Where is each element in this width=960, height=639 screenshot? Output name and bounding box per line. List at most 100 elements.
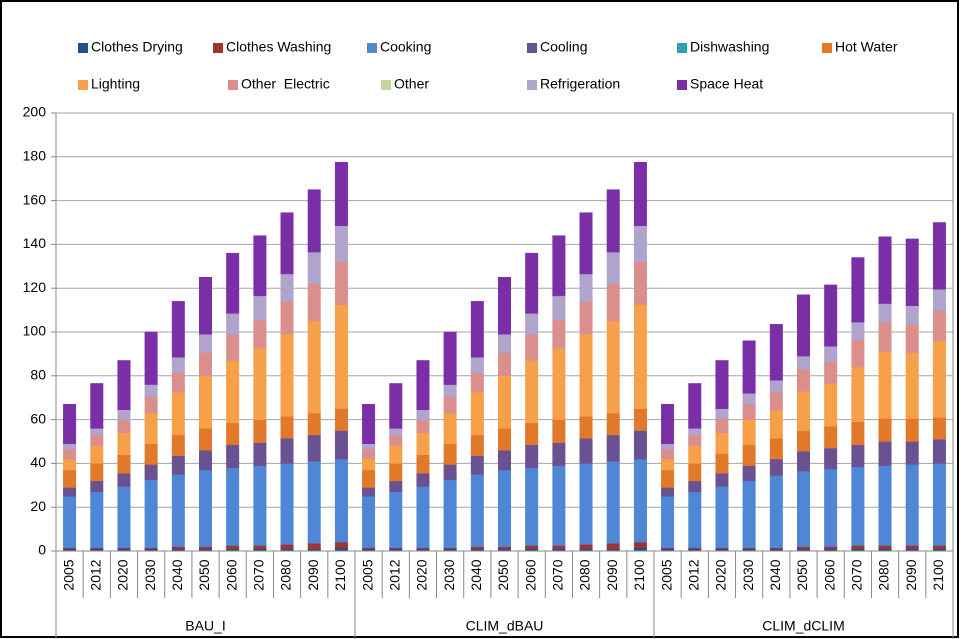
bar-segment [742, 444, 756, 466]
bar-segment [633, 458, 647, 543]
bar-segment [579, 212, 593, 275]
bar-segment [851, 545, 865, 550]
bar-segment [280, 301, 294, 335]
bar-segment [334, 304, 348, 409]
bar-segment [742, 465, 756, 482]
bar-segment [171, 546, 185, 550]
bar-segment [525, 333, 539, 361]
bar-segment [552, 319, 566, 349]
legend-label: Hot Water [835, 39, 898, 55]
bar-segment [824, 425, 838, 449]
x-tick-label: 2050 [495, 559, 511, 590]
bar-segment [253, 295, 267, 321]
bar-segment [144, 331, 158, 385]
bar-segment [226, 444, 240, 469]
bar-segment [199, 333, 212, 354]
bar-segment [253, 235, 267, 297]
bar-segment [932, 545, 946, 550]
bar-segment [416, 419, 430, 433]
legend-swatch [213, 43, 223, 53]
bar-segment [307, 460, 321, 544]
bar-segment [280, 463, 294, 545]
bar-segment [63, 487, 77, 497]
bar-segment [742, 404, 756, 420]
bar-segment [905, 352, 919, 419]
bar-segment [824, 447, 838, 470]
bar-segment [932, 222, 946, 290]
x-tick-label: 2030 [740, 559, 756, 590]
legend-swatch [677, 80, 687, 90]
bar-segment [389, 491, 403, 548]
y-tick-label: 160 [23, 191, 47, 207]
bar-segment [63, 443, 77, 450]
bar-segment [905, 305, 919, 325]
bar-segment [63, 448, 77, 460]
legend-swatch [78, 43, 88, 53]
bar-segment [334, 261, 348, 305]
bar-segment [443, 443, 457, 465]
bar-segment [688, 463, 702, 482]
legend-label: Clothes Washing [226, 39, 331, 55]
bar-segment [905, 324, 919, 354]
x-tick-label: 2005 [658, 559, 674, 590]
x-tick-label: 2040 [767, 559, 783, 590]
x-tick-label: 2090 [305, 559, 321, 590]
bar-segment [606, 460, 620, 544]
bar-segment [769, 458, 783, 476]
bar-segment [661, 448, 675, 460]
bar-segment [389, 434, 403, 447]
bar-segment [498, 546, 511, 550]
bar-segment [688, 445, 702, 464]
bar-segment [905, 441, 919, 465]
bar-segment [606, 412, 620, 436]
y-tick-label: 80 [30, 367, 46, 383]
bar-segment [579, 544, 593, 550]
bar-segment [362, 443, 376, 450]
bar-segment [824, 468, 838, 547]
legend-swatch [78, 80, 88, 90]
bar-segment [688, 383, 702, 429]
x-tick-label: 2012 [386, 559, 402, 590]
bar-segment [226, 467, 240, 546]
x-tick-label: 2020 [414, 559, 430, 590]
bar-segment [715, 432, 729, 454]
bar-segment [280, 333, 294, 417]
bar-segment [878, 236, 892, 304]
bar-segment [715, 408, 729, 419]
bar-segment [661, 469, 675, 488]
bar-segment [606, 251, 620, 285]
bar-segment [470, 372, 484, 393]
bar-segment [90, 383, 104, 429]
bar-segment [117, 419, 131, 433]
bar-segment [226, 333, 240, 361]
x-tick-label: 2100 [332, 559, 348, 590]
bar-segment [470, 301, 484, 358]
bar-segment [851, 421, 865, 446]
bar-segment [470, 546, 484, 550]
bar-segment [226, 422, 240, 446]
bar-segment [280, 437, 294, 464]
bar-segment [579, 437, 593, 464]
x-tick-label: 2070 [550, 559, 566, 590]
legend-swatch [527, 80, 537, 90]
bar-segment [144, 396, 158, 414]
bar-segment [470, 455, 484, 475]
y-tick-label: 200 [23, 104, 47, 120]
bar-segment [416, 473, 430, 487]
bar-segment [389, 428, 403, 436]
bar-segment [769, 324, 783, 381]
bar-segment [851, 444, 865, 467]
bar-segment [443, 396, 457, 414]
bar-segment [171, 434, 185, 456]
bar-segment [824, 345, 838, 362]
bar-segment [525, 467, 539, 546]
bar-segment [905, 238, 919, 306]
x-tick-label: 2070 [849, 559, 865, 590]
legend-label: Clothes Drying [91, 39, 183, 55]
bar-segment [199, 469, 212, 547]
bar-segment [606, 434, 620, 462]
bar-segment [878, 465, 892, 546]
bar-segment [307, 251, 321, 285]
bar-segment [199, 450, 212, 471]
bar-segment [443, 479, 457, 548]
